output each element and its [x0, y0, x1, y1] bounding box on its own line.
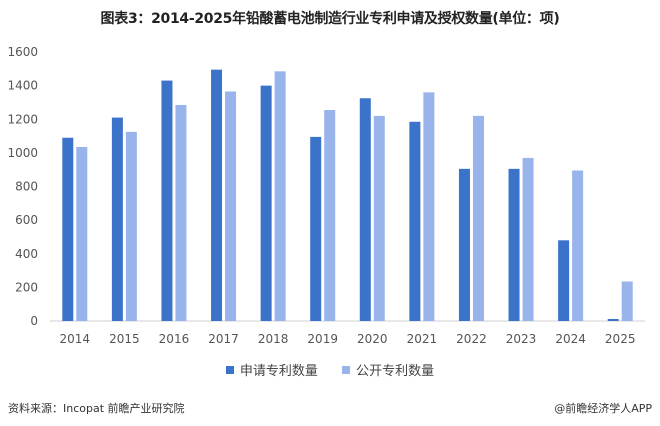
footer: 资料来源：Incopat 前瞻产业研究院 @前瞻经济学人APP — [8, 400, 652, 418]
legend-item-applications: 申请专利数量 — [225, 360, 318, 379]
x-tick-label: 2015 — [109, 332, 140, 346]
legend: 申请专利数量 公开专利数量 — [0, 360, 660, 379]
x-tick-label: 2014 — [60, 332, 91, 346]
bar-applications-2018 — [260, 85, 272, 321]
x-tick-label: 2018 — [258, 332, 289, 346]
x-tick-label: 2021 — [407, 332, 438, 346]
chart-title: 图表3：2014-2025年铅酸蓄电池制造行业专利申请及授权数量(单位：项) — [100, 11, 560, 27]
legend-label: 公开专利数量 — [356, 364, 435, 379]
bar-published-2024 — [572, 170, 584, 321]
y-tick-label: 0 — [30, 314, 38, 328]
bar-published-2018 — [274, 71, 286, 321]
bar-published-2015 — [125, 131, 137, 321]
y-tick-label: 200 — [15, 280, 38, 294]
y-tick-label: 1200 — [7, 112, 38, 126]
x-tick-label: 2022 — [456, 332, 487, 346]
bar-published-2019 — [324, 110, 336, 321]
x-tick-label: 2016 — [159, 332, 190, 346]
x-tick-label: 2025 — [605, 332, 636, 346]
source-note: 资料来源：Incopat 前瞻产业研究院 — [8, 402, 185, 415]
x-tick-label: 2020 — [357, 332, 388, 346]
bar-applications-2024 — [558, 240, 570, 321]
bar-published-2022 — [472, 115, 484, 321]
brand-credit: @前瞻经济学人APP — [554, 402, 652, 415]
bar-published-2021 — [423, 92, 435, 321]
legend-item-published: 公开专利数量 — [342, 360, 434, 379]
bar-published-2020 — [373, 115, 385, 321]
x-tick-label: 2017 — [208, 332, 239, 346]
bar-published-2017 — [225, 91, 237, 322]
bar-applications-2023 — [508, 168, 520, 321]
y-tick-label: 400 — [15, 247, 38, 261]
y-tick-label: 1400 — [7, 79, 38, 93]
bar-applications-2019 — [310, 136, 322, 321]
y-tick-label: 600 — [15, 213, 38, 227]
bar-applications-2025 — [607, 318, 619, 321]
bar-published-2014 — [76, 146, 88, 321]
bar-published-2023 — [522, 157, 534, 321]
y-tick-label: 1600 — [7, 45, 38, 59]
x-tick-label: 2019 — [307, 332, 338, 346]
x-tick-label: 2023 — [506, 332, 537, 346]
bar-applications-2021 — [409, 121, 421, 321]
bar-applications-2015 — [111, 117, 123, 321]
bar-applications-2016 — [161, 80, 173, 321]
bar-applications-2017 — [211, 69, 223, 321]
y-tick-label: 800 — [15, 180, 38, 194]
bar-published-2025 — [621, 281, 633, 321]
legend-swatch — [342, 365, 351, 374]
bar-applications-2020 — [359, 98, 371, 321]
y-tick-label: 1000 — [7, 146, 38, 160]
bar-published-2016 — [175, 104, 187, 321]
legend-label: 申请专利数量 — [239, 364, 318, 379]
bar-applications-2014 — [62, 137, 74, 321]
legend-swatch — [225, 365, 234, 374]
bar-applications-2022 — [458, 168, 470, 321]
x-tick-label: 2024 — [555, 332, 586, 346]
